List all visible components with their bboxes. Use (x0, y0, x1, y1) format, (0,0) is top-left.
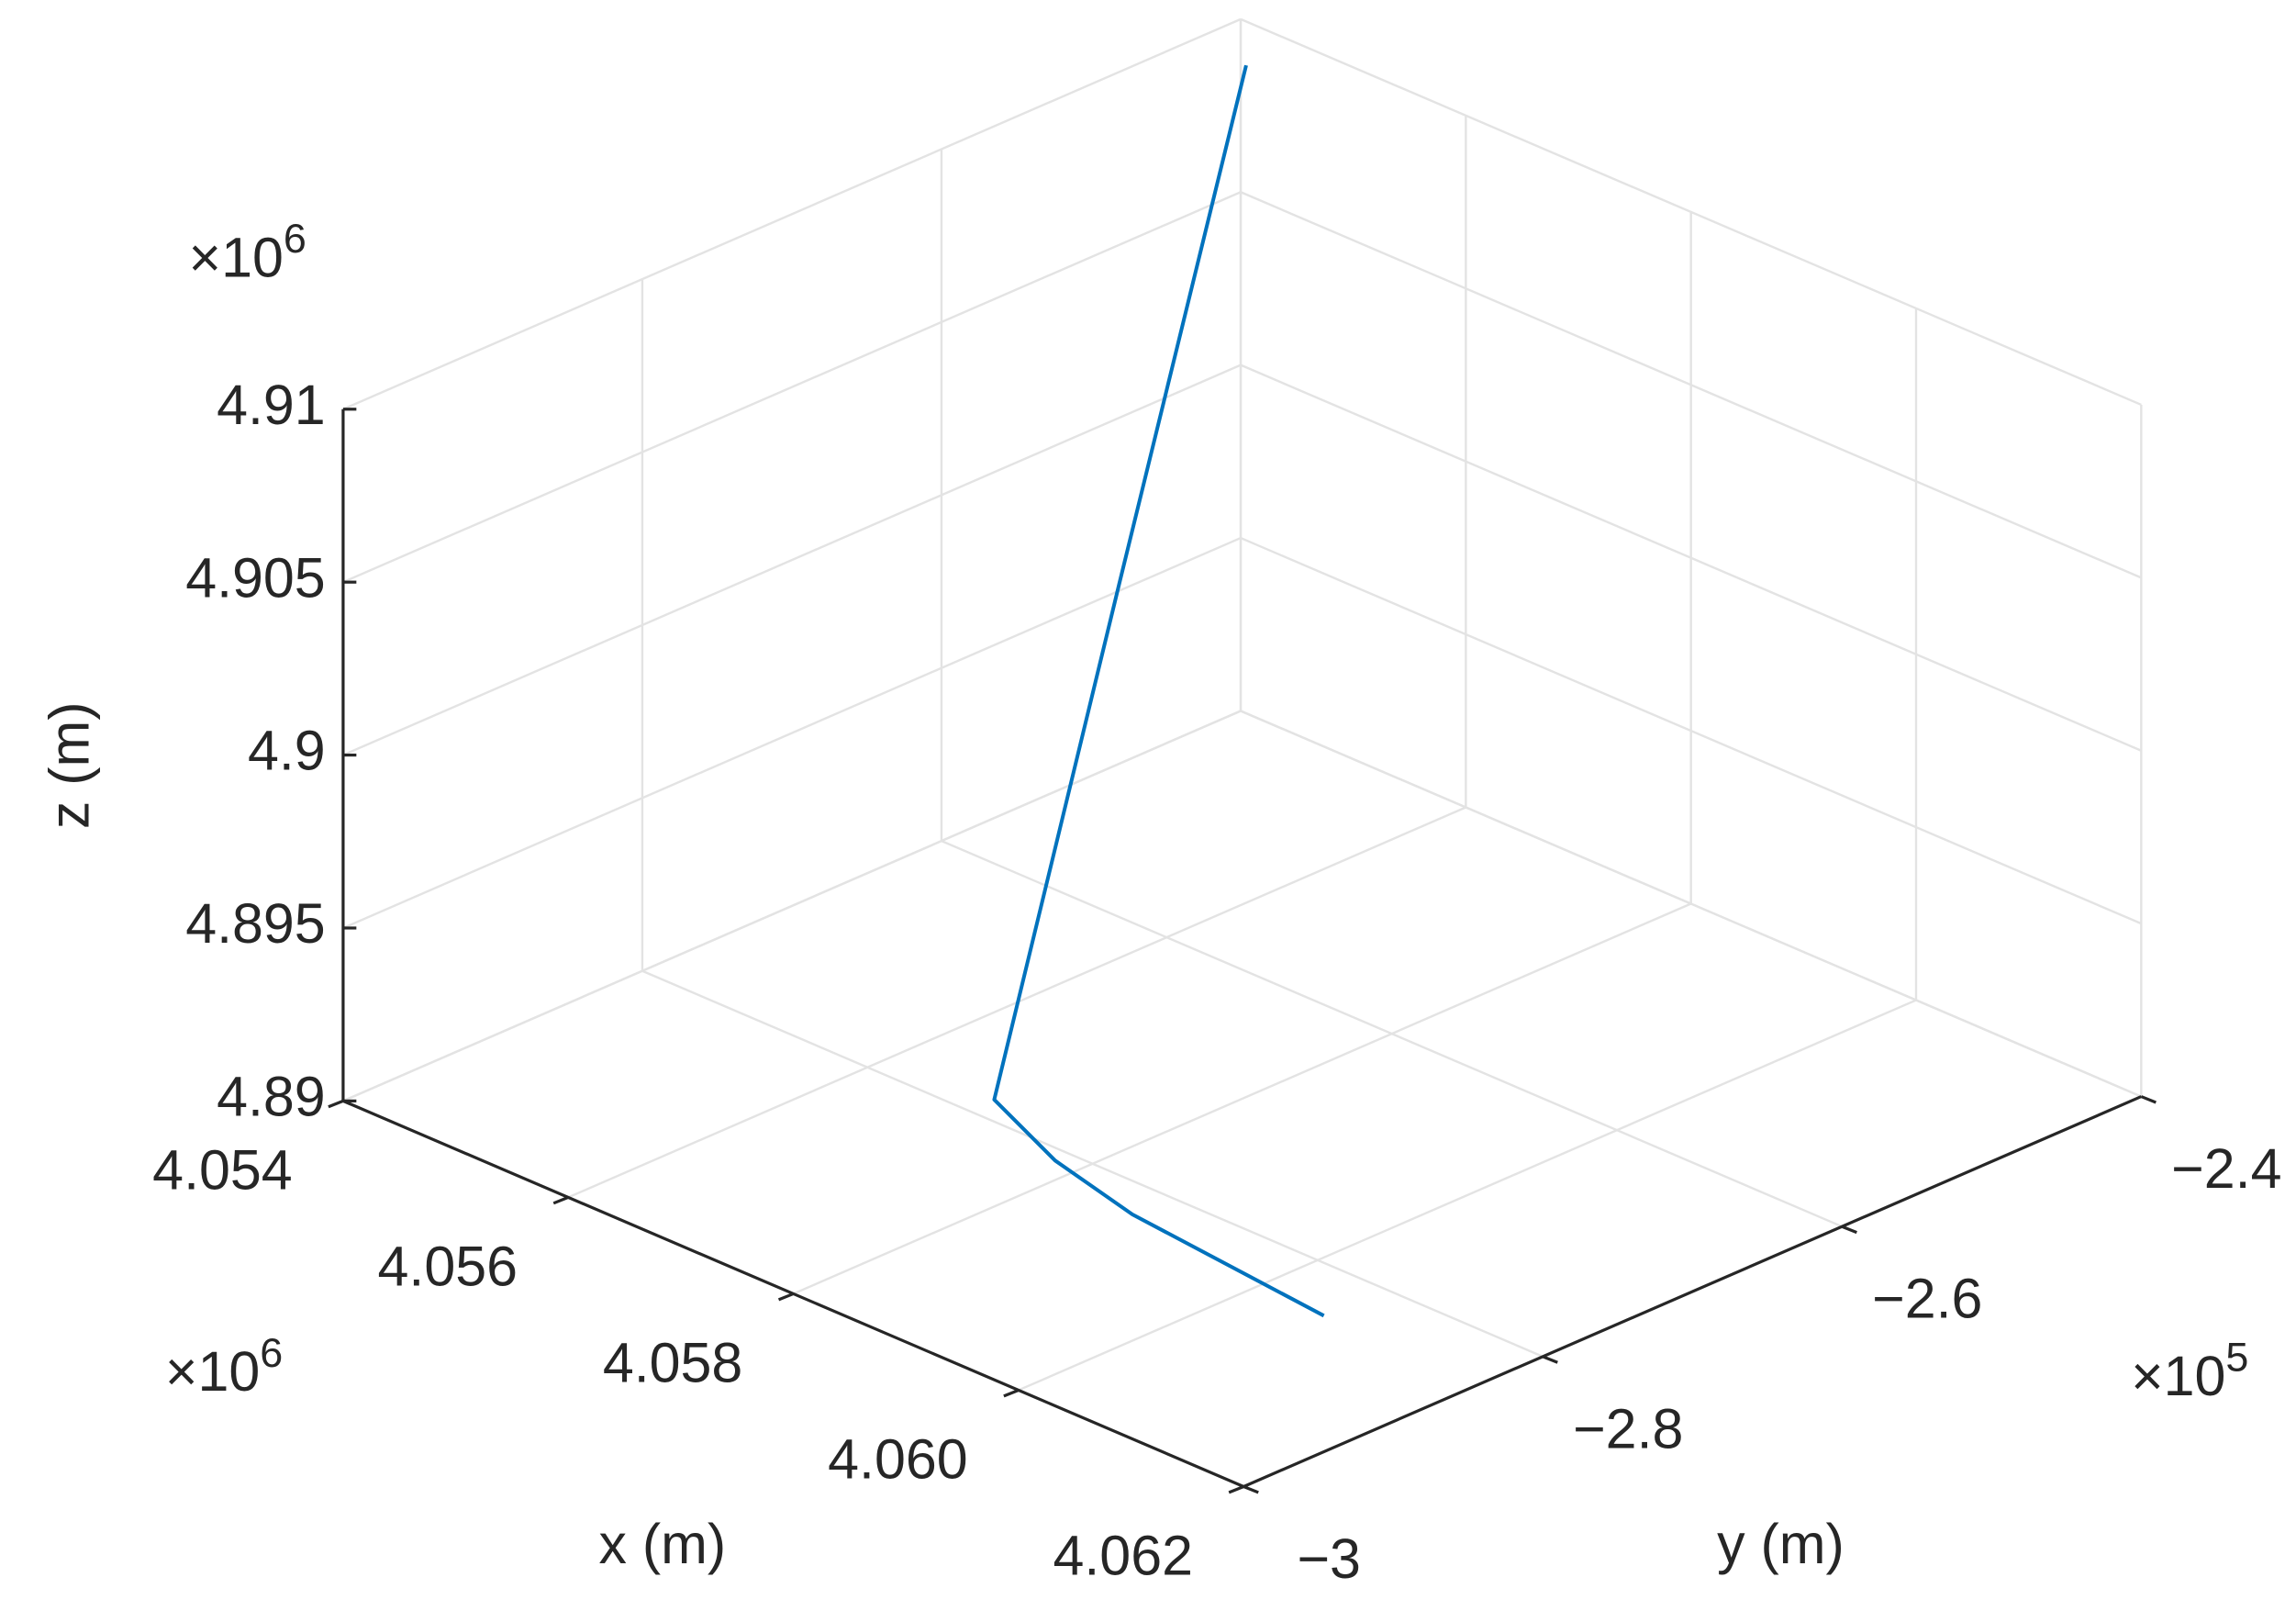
grid-line (941, 839, 1843, 1228)
multiplier-power: 5 (2225, 1333, 2248, 1380)
trajectory-line (992, 64, 1325, 1318)
grid-line (641, 969, 1544, 1358)
z-tick-label: 4.905 (185, 546, 325, 609)
y-multiplier: ×105 (2131, 1333, 2248, 1407)
x-tick (552, 1195, 569, 1205)
x-tick (777, 1292, 795, 1302)
grid-line (342, 710, 1242, 1102)
z-tick-label: 4.895 (185, 892, 325, 955)
y-tick-label: −2.8 (1573, 1397, 1683, 1460)
grid-line (1240, 710, 2142, 1098)
grid-line (342, 17, 1242, 410)
z-multiplier: ×106 (189, 215, 307, 289)
grid-line (342, 536, 1242, 930)
y-tick-label: −3 (1297, 1527, 1360, 1590)
x-axis-label: x (m) (599, 1513, 727, 1575)
x-tick (1228, 1484, 1244, 1494)
y-tick (1243, 1484, 1259, 1494)
x-tick (328, 1099, 344, 1109)
x-tick-label: 4.060 (828, 1428, 967, 1491)
z-tick-label: 4.91 (217, 374, 326, 436)
grid-line (342, 191, 1242, 584)
multiplier-power: 6 (284, 215, 307, 262)
y-axis (1243, 1095, 2142, 1488)
y-tick-label: −2.6 (1872, 1268, 1982, 1330)
x-tick (1003, 1388, 1020, 1398)
multiplier-base: ×10 (2131, 1345, 2225, 1407)
z-axis-label: z (m) (39, 701, 101, 829)
grid-line (1240, 364, 2142, 752)
y-tick-label: −2.4 (2171, 1137, 2281, 1200)
y-tick (2140, 1095, 2157, 1104)
z-tick-label: 4.89 (217, 1065, 326, 1127)
multiplier-base: ×10 (189, 227, 284, 289)
multiplier-power: 6 (260, 1329, 283, 1376)
multiplier-base: ×10 (165, 1340, 260, 1403)
y-tick (1542, 1355, 1558, 1364)
z-tick-label: 4.9 (248, 720, 326, 782)
grid-line (1240, 17, 2142, 407)
grid-line (342, 364, 1242, 756)
grid-line (1018, 999, 1917, 1392)
x-tick-label: 4.062 (1053, 1525, 1193, 1587)
x-multiplier: ×106 (165, 1329, 283, 1404)
y-tick (1841, 1225, 1857, 1235)
x-tick-label: 4.054 (152, 1139, 292, 1202)
y-axis-label: y (m) (1717, 1513, 1845, 1575)
grid-line (1240, 191, 2142, 579)
grid-line (793, 902, 1692, 1295)
x-tick-label: 4.058 (603, 1332, 742, 1394)
x-tick-label: 4.056 (378, 1236, 518, 1298)
grid-line (1240, 536, 2142, 925)
